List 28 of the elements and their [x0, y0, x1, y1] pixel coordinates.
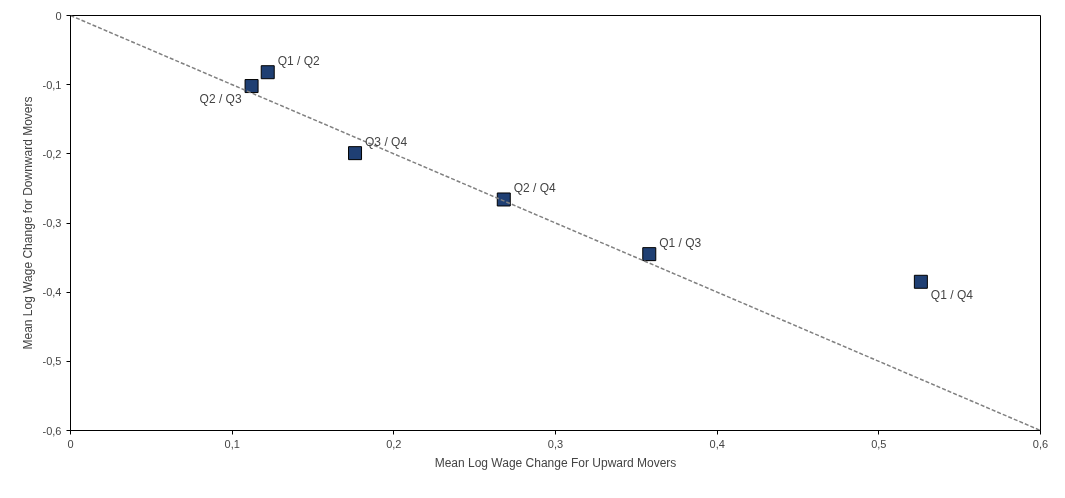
annotation: Q2 / Q4	[513, 181, 557, 196]
point	[496, 192, 511, 207]
x-tick-label: 0	[67, 437, 74, 450]
y-tick-label: -0,4	[42, 286, 62, 299]
x-axis-title: Mean Log Wage Change For Upward Movers	[434, 455, 677, 470]
annotation: Q1 / Q3	[659, 236, 702, 251]
point	[642, 247, 657, 262]
point	[260, 65, 275, 80]
y-tick-label: -0,3	[42, 217, 62, 229]
y-axis-title: Mean Log Wage Change for Downward Movers	[20, 96, 35, 350]
annotation: Q2 / Q3	[199, 92, 242, 107]
annotation: Q3 / Q4	[365, 135, 408, 150]
point	[913, 274, 928, 289]
x-tick-label: 0,5	[871, 437, 887, 450]
x-tick-label: 0,3	[547, 437, 564, 450]
point	[348, 146, 363, 161]
point	[244, 79, 259, 94]
x-tick-label: 0,2	[386, 437, 402, 450]
x-tick-label: 0,4	[709, 437, 725, 450]
annotation: Q1 / Q4	[930, 287, 974, 302]
y-tick-label: -0,1	[42, 78, 62, 91]
x-tick-label: 0,6	[1032, 437, 1049, 450]
y-tick-label: -0,2	[42, 147, 62, 160]
y-tick-label: -0,6	[42, 424, 62, 437]
annotation: Q1 / Q2	[277, 54, 321, 69]
y-tick-label: -0,5	[42, 355, 62, 368]
x-tick-label: 0,1	[224, 437, 240, 450]
y-tick-label: 0	[55, 9, 62, 22]
